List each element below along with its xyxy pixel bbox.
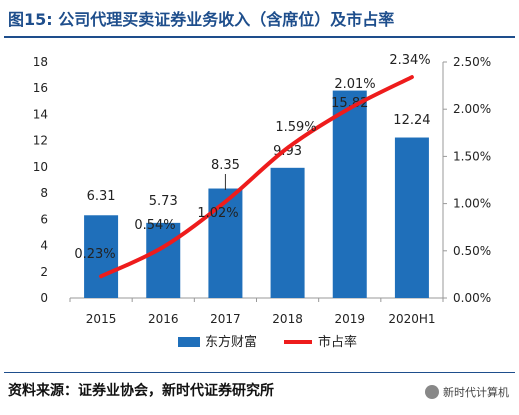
bar-value-label: 8.35 xyxy=(211,158,240,173)
y-right-tick-label: 2.50% xyxy=(453,55,491,69)
line-value-label: 0.54% xyxy=(134,218,175,233)
source-note: 资料来源：证券业协会，新时代证券研究所 xyxy=(8,383,274,399)
x-tick-label: 2018 xyxy=(272,312,303,326)
line-value-label: 1.02% xyxy=(197,206,238,221)
legend-swatch-bar xyxy=(178,337,200,347)
x-tick-label: 2015 xyxy=(86,312,117,326)
y-right-tick-label: 0.50% xyxy=(453,244,491,258)
x-tick-label: 2017 xyxy=(210,312,241,326)
y-left-tick-label: 8 xyxy=(40,186,48,200)
y-right-tick-label: 1.50% xyxy=(453,149,491,163)
y-left-tick-label: 2 xyxy=(40,265,48,279)
title-divider xyxy=(4,36,515,38)
x-tick-label: 2016 xyxy=(148,312,179,326)
bar-value-label: 12.24 xyxy=(393,113,430,128)
line-value-label: 0.23% xyxy=(74,247,115,262)
chart-title: 图15: 公司代理买卖证券业务收入（含席位）及市占率 xyxy=(8,10,395,29)
chart: 0 2 4 6 8 10 12 14 16 18 0.00% 0.50% 1.00% 1.50% 2.00%… xyxy=(33,53,491,350)
source-divider xyxy=(4,372,515,373)
watermark: 新时代计算机 xyxy=(425,384,509,400)
y-right-tick-label: 1.00% xyxy=(453,197,491,211)
bar-value-label: 5.73 xyxy=(149,194,178,209)
y-left-tick-label: 4 xyxy=(40,239,48,253)
legend-label-bar: 东方财富 xyxy=(205,334,257,350)
y-left-tick-label: 6 xyxy=(40,212,48,226)
x-tick-label: 2019 xyxy=(334,312,365,326)
bar-value-label: 15.82 xyxy=(331,96,368,111)
line-value-label: 1.59% xyxy=(275,120,316,135)
y-left-tick-label: 16 xyxy=(33,81,48,95)
bar xyxy=(270,167,305,298)
bar-value-label: 6.31 xyxy=(87,189,116,204)
line-value-label: 2.34% xyxy=(389,53,430,68)
y-right-tick-label: 2.00% xyxy=(453,102,491,116)
line-value-label: 2.01% xyxy=(334,77,375,92)
y-left-tick-label: 18 xyxy=(33,55,48,69)
bar xyxy=(332,90,367,299)
market-share-line xyxy=(99,75,414,279)
y-left-tick-label: 0 xyxy=(40,291,48,305)
x-tick-label: 2020H1 xyxy=(388,312,435,326)
watermark-text: 新时代计算机 xyxy=(443,386,509,399)
y-right-tick-label: 0.00% xyxy=(453,291,491,305)
bar xyxy=(394,137,429,298)
wechat-icon xyxy=(425,385,439,399)
bar xyxy=(146,222,181,298)
y-left-tick-label: 10 xyxy=(33,160,48,174)
y-left-tick-label: 12 xyxy=(33,134,48,148)
bar xyxy=(84,215,119,298)
bar xyxy=(208,188,243,298)
y-left-tick-label: 14 xyxy=(33,107,48,121)
legend-label-line: 市占率 xyxy=(318,334,357,350)
